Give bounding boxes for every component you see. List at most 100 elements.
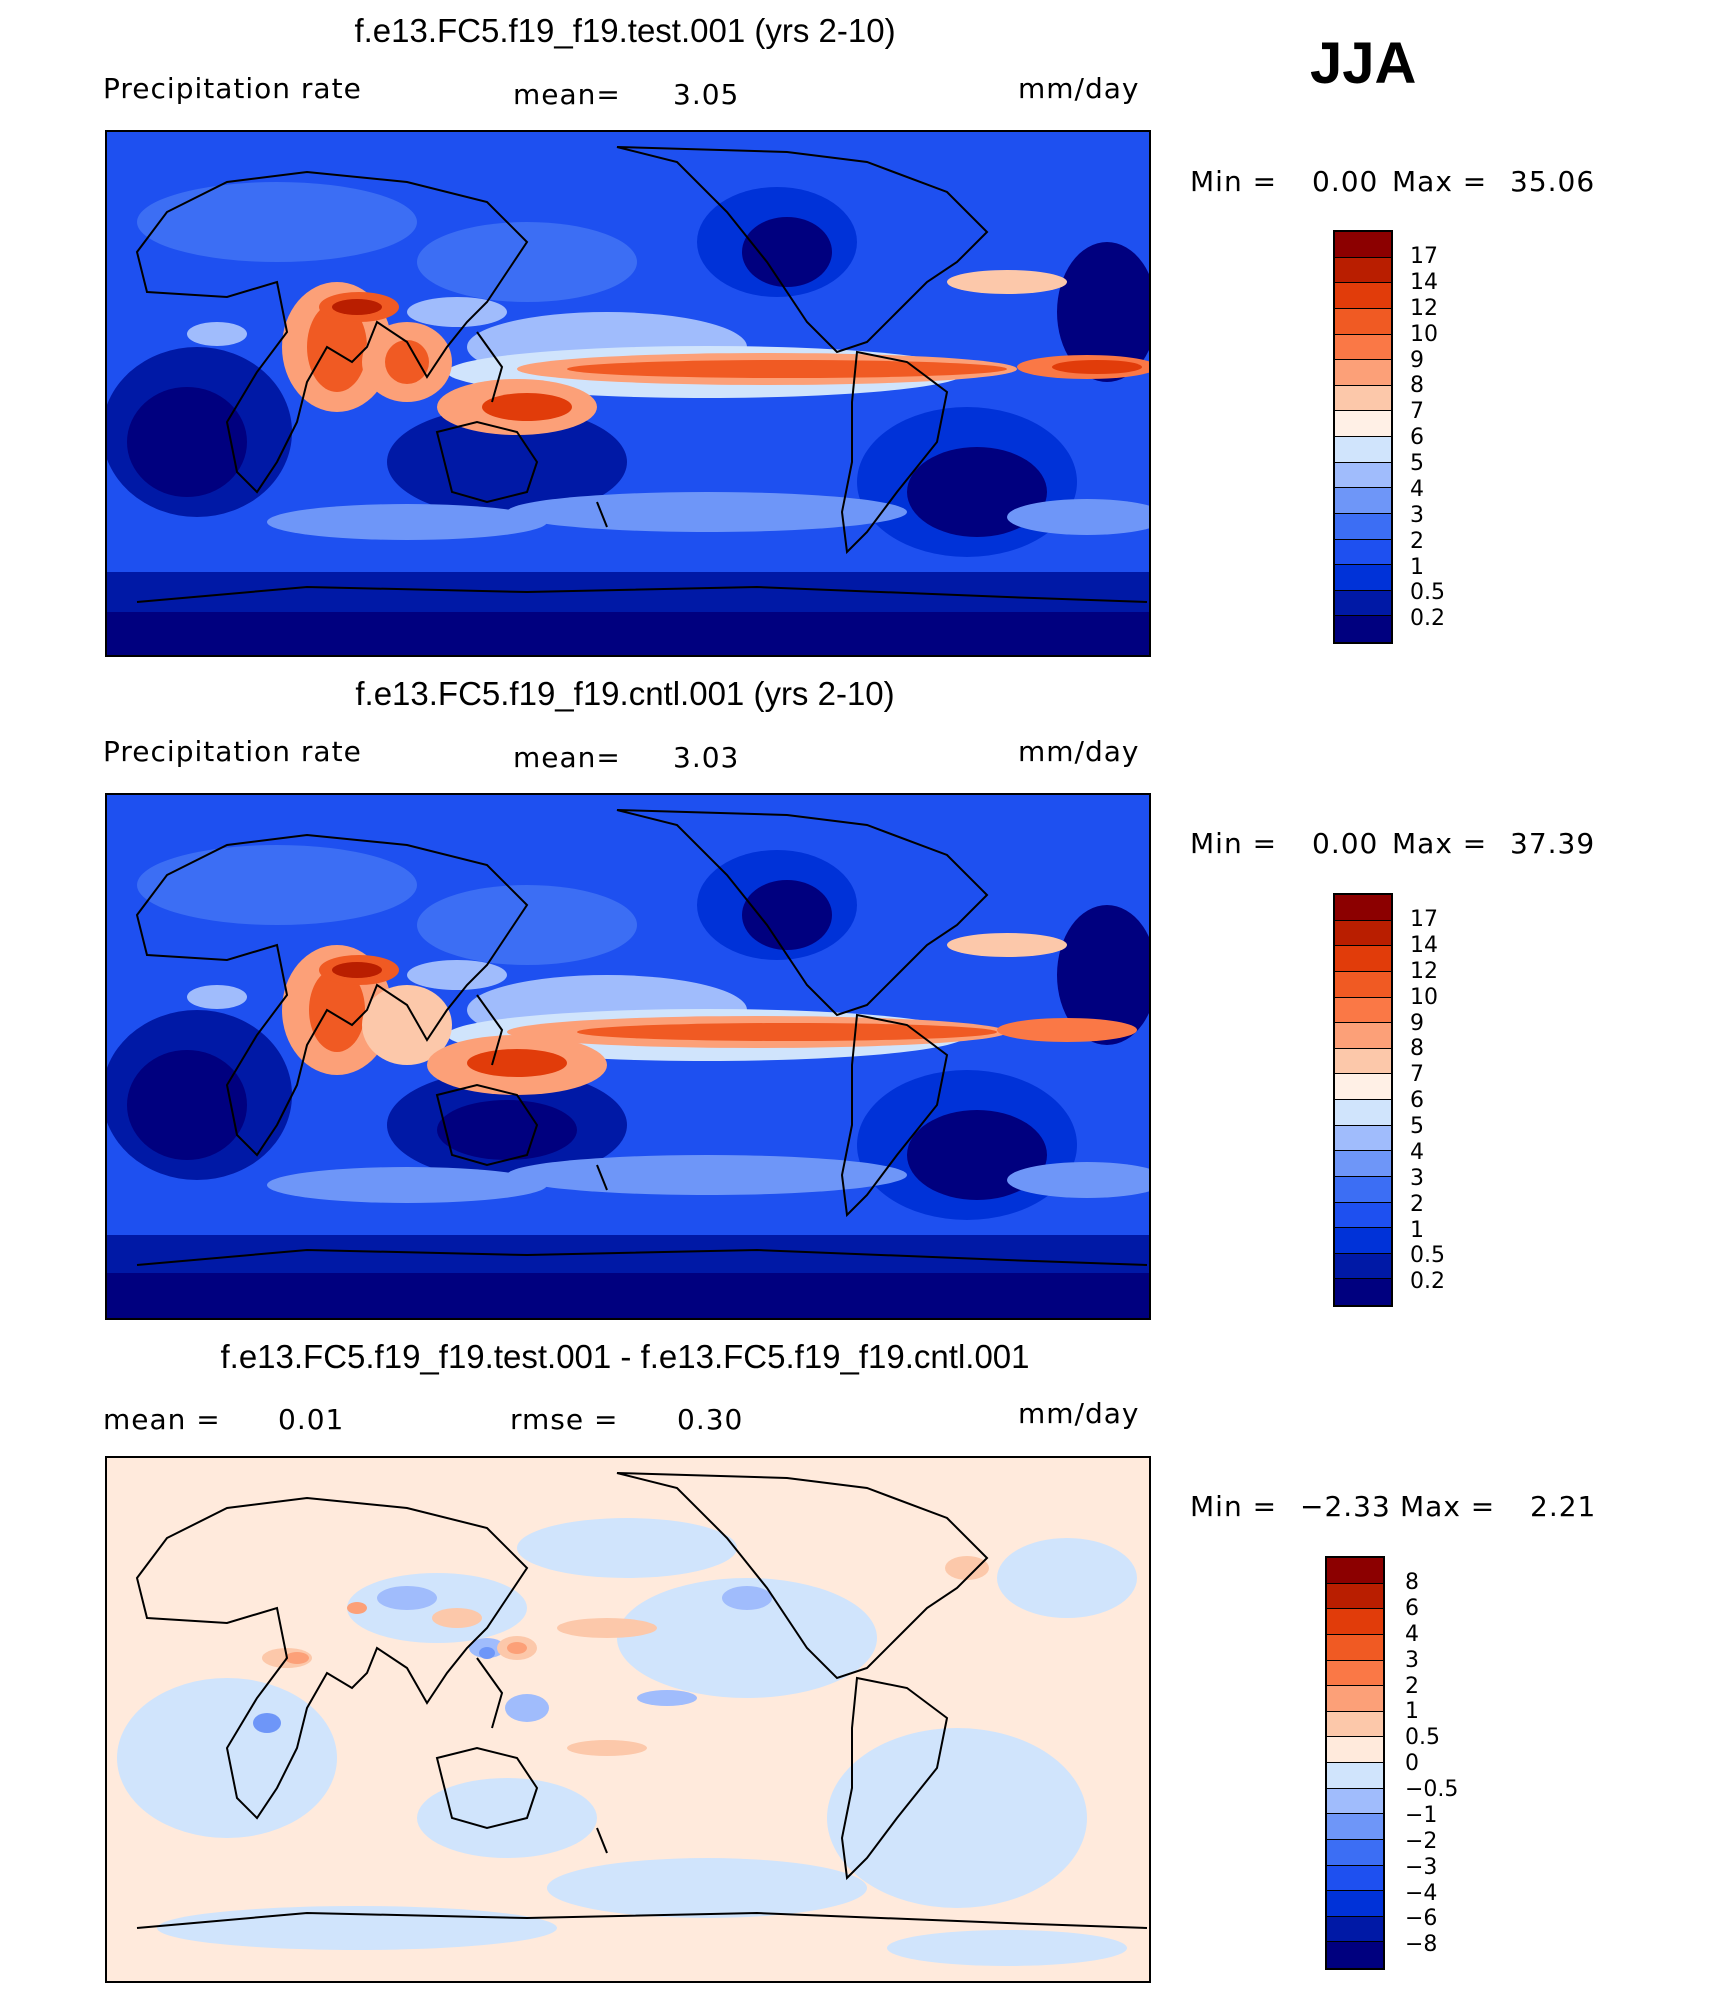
colorbar-box: [1335, 539, 1391, 566]
colorbar-tick-label: 6: [1410, 1088, 1424, 1114]
colorbar-tick-label: 3: [1405, 1647, 1419, 1673]
colorbar-tick-label: 3: [1410, 502, 1424, 528]
panel3-rmse-value: 0.30: [677, 1403, 744, 1436]
colorbar-tick-label: 1: [1410, 554, 1424, 580]
colorbar-tick-label: 0.2: [1410, 1269, 1445, 1295]
panel2-mean-label: mean=: [513, 741, 621, 774]
colorbar-tick-label: 5: [1410, 451, 1424, 476]
panel1-mean-label: mean=: [513, 78, 621, 111]
colorbar-box: [1335, 283, 1391, 309]
colorbar-tick-label: 4: [1410, 1139, 1424, 1165]
colorbar-box: [1335, 565, 1391, 591]
colorbar-tick-label: 17: [1410, 907, 1438, 932]
colorbar-box: [1327, 1634, 1383, 1661]
panel1-colorbar-labels: 17 14 12 10 9 8 7 6 5 4 3 2 1 0.5 0.2: [1410, 244, 1510, 634]
panel3-mean-value: 0.01: [278, 1403, 345, 1436]
panel3-mean-label: mean =: [103, 1403, 221, 1436]
panel2-colorbar-labels: 17 14 12 10 9 8 7 6 5 4 3 2 1 0.5 0.2: [1410, 907, 1510, 1297]
colorbar-box: [1335, 462, 1391, 489]
colorbar-tick-label: −3: [1405, 1854, 1438, 1880]
panel2-mean-value: 3.03: [673, 741, 740, 774]
panel1-max-label: Max =: [1392, 165, 1488, 198]
colorbar-box: [1335, 308, 1391, 335]
colorbar-tick-label: 8: [1405, 1570, 1419, 1595]
colorbar-tick-label: 7: [1410, 1062, 1424, 1088]
colorbar-box: [1335, 360, 1391, 386]
colorbar-tick-label: −0.5: [1405, 1777, 1459, 1802]
panel2-max-label: Max =: [1392, 827, 1488, 860]
colorbar-box: [1335, 946, 1391, 972]
colorbar-tick-label: −6: [1405, 1906, 1438, 1932]
colorbar-box: [1335, 1151, 1391, 1177]
colorbar-tick-label: 12: [1410, 958, 1438, 984]
colorbar-box: [1335, 232, 1391, 258]
colorbar-tick-label: 12: [1410, 295, 1438, 321]
colorbar-box: [1327, 1558, 1383, 1584]
panel3-coastlines: [135, 1472, 1148, 1929]
colorbar-box: [1327, 1891, 1383, 1917]
panel3-max-label: Max =: [1400, 1490, 1496, 1523]
panel3-min-label: Min =: [1190, 1490, 1278, 1523]
panel2-variable-label: Precipitation rate: [103, 735, 362, 768]
colorbar-box: [1327, 1660, 1383, 1687]
colorbar-box: [1327, 1583, 1383, 1610]
panel3-max-value: 2.21: [1530, 1490, 1597, 1523]
panel2-title: f.e13.FC5.f19_f19.cntl.001 (yrs 2-10): [355, 675, 895, 712]
colorbar-box: [1335, 1228, 1391, 1254]
colorbar-tick-label: 0.2: [1410, 606, 1445, 632]
colorbar-box: [1335, 971, 1391, 998]
colorbar-tick-label: 14: [1410, 269, 1438, 295]
colorbar-box: [1327, 1865, 1383, 1892]
colorbar-tick-label: 5: [1410, 1114, 1424, 1139]
colorbar-box: [1327, 1839, 1383, 1866]
panel1-min-value: 0.00: [1312, 165, 1379, 198]
panel1-title: f.e13.FC5.f19_f19.test.001 (yrs 2-10): [354, 12, 896, 49]
colorbar-box: [1335, 997, 1391, 1024]
colorbar-tick-label: 8: [1410, 373, 1424, 399]
colorbar-tick-label: 7: [1410, 399, 1424, 425]
colorbar-box: [1335, 920, 1391, 947]
colorbar-box: [1335, 1279, 1391, 1305]
colorbar-tick-label: 0.5: [1410, 580, 1445, 606]
colorbar-box: [1335, 1202, 1391, 1229]
colorbar-tick-label: 8: [1410, 1036, 1424, 1062]
panel3-title: f.e13.FC5.f19_f19.test.001 - f.e13.FC5.f…: [220, 1338, 1030, 1375]
colorbar-tick-label: 10: [1410, 321, 1438, 347]
colorbar-box: [1335, 385, 1391, 412]
panel1-colorbar: [1333, 230, 1393, 644]
panel3-units: mm/day: [1018, 1397, 1140, 1430]
colorbar-tick-label: 2: [1405, 1673, 1419, 1699]
colorbar-box: [1335, 1048, 1391, 1075]
colorbar-tick-label: 9: [1410, 347, 1424, 373]
colorbar-box: [1335, 1074, 1391, 1100]
panel2-max-value: 37.39: [1510, 827, 1596, 860]
colorbar-box: [1335, 411, 1391, 437]
colorbar-tick-label: 0.5: [1410, 1243, 1445, 1269]
panel3-colorbar-labels: 8 6 4 3 2 1 0.5 0 −0.5 −1 −2 −3 −4 −6 −8: [1405, 1570, 1505, 1960]
panel3-min-value: −2.33: [1300, 1490, 1391, 1523]
panel1-coastlines: [135, 146, 1148, 603]
colorbar-tick-label: 3: [1410, 1165, 1424, 1191]
colorbar-tick-label: 1: [1410, 1217, 1424, 1243]
panel1-min-label: Min =: [1190, 165, 1278, 198]
colorbar-tick-label: 10: [1410, 984, 1438, 1010]
colorbar-box: [1335, 1125, 1391, 1152]
panel1-mean-value: 3.05: [673, 78, 740, 111]
panel2-units: mm/day: [1018, 735, 1140, 768]
colorbar-tick-label: 2: [1410, 528, 1424, 554]
colorbar-tick-label: −8: [1405, 1932, 1438, 1958]
colorbar-box: [1335, 895, 1391, 921]
colorbar-box: [1335, 1253, 1391, 1280]
colorbar-box: [1335, 1176, 1391, 1203]
colorbar-box: [1335, 590, 1391, 617]
panel1-variable-label: Precipitation rate: [103, 72, 362, 105]
panel2-colorbar: [1333, 893, 1393, 1307]
colorbar-tick-label: −2: [1405, 1828, 1438, 1854]
colorbar-tick-label: 9: [1410, 1010, 1424, 1036]
colorbar-tick-label: 4: [1405, 1621, 1419, 1647]
colorbar-box: [1327, 1609, 1383, 1635]
colorbar-tick-label: −4: [1405, 1880, 1438, 1906]
colorbar-tick-label: 1: [1405, 1699, 1419, 1725]
colorbar-box: [1327, 1763, 1383, 1789]
colorbar-tick-label: 6: [1405, 1595, 1419, 1621]
